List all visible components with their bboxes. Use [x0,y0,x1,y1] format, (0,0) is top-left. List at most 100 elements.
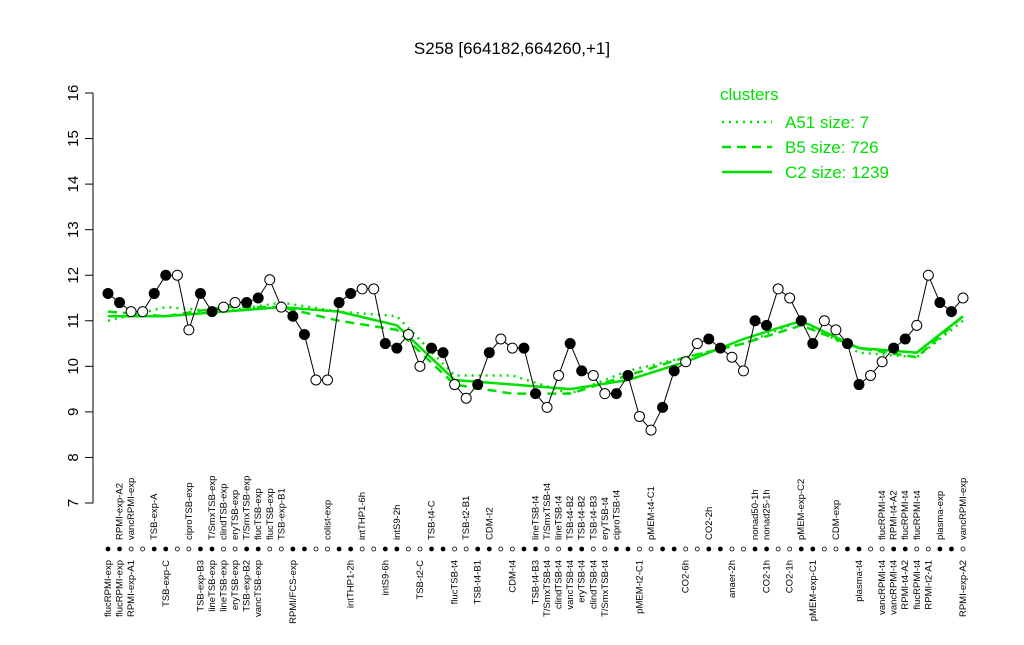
bottom-label: pMEM-t2-C1 [634,560,645,614]
strip-dot [232,546,238,552]
data-point [668,365,680,377]
strip-dot [590,546,596,552]
strip-dot [694,546,700,552]
top-label: ciproTSB-t4 [611,490,622,540]
strip-dot [221,546,226,552]
data-point [460,392,472,404]
data-point [807,338,819,350]
data-point [495,333,507,345]
strip-dot [209,546,215,552]
data-point [310,374,322,386]
bottom-label: T/SmxTSB-t4 [600,560,611,617]
strip-dot [544,546,550,552]
data-point [610,388,622,400]
strip-dot [198,546,203,552]
y-tick-label: 8 [65,453,82,461]
top-label: vancRPMI-exp [958,478,969,540]
data-point [957,292,969,304]
data-point [703,333,715,345]
data-point [426,342,438,354]
legend-title: clusters [720,85,779,104]
strip-dot [613,546,619,552]
y-tick-label: 15 [65,130,82,147]
strip-dot [348,546,354,552]
top-label: TSB-t4-C [427,500,438,540]
y-tick-label: 12 [65,267,82,284]
strip-dot [533,546,538,552]
data-point [737,365,749,377]
data-point [194,287,206,299]
data-point [402,328,414,340]
strip-dot [764,546,769,552]
strip-dot [706,546,712,552]
bottom-label: clindTSB-t4 [588,560,599,609]
top-label: intS9-2h [392,505,403,540]
data-point [229,297,241,309]
data-point [137,306,149,318]
strip-dot [186,546,192,552]
data-point [761,319,773,331]
strip-dot [463,546,469,552]
data-point [368,283,380,295]
strip-dot [163,546,169,552]
strip-dot [486,546,492,552]
top-label: TSB-t4-B2 [577,496,588,540]
data-point [633,410,645,422]
strip-dot [741,546,746,552]
bottom-label: RPMI-exp-A2 [958,560,969,617]
strip-dot [925,546,931,552]
data-point [218,301,230,313]
data-point [772,283,784,295]
strip-dot [452,546,458,552]
bottom-label: anaer-2h [727,560,738,598]
top-label: T/SmxTSB-exp [207,476,218,540]
strip-dot [429,546,434,552]
y-tick-label: 14 [65,176,82,193]
strip-dot [868,546,873,552]
data-point [345,287,357,299]
strip-dot [302,546,307,552]
strip-dot [579,546,585,552]
strip-dot [833,546,839,552]
legend-label: A51 size: 7 [785,113,869,132]
data-point [691,338,703,350]
data-point [888,342,900,354]
strip-dot [128,546,134,552]
top-label: CDM-t2 [484,507,495,540]
y-tick-label: 10 [65,358,82,375]
bottom-label: flucTSB-t4 [450,560,461,604]
data-point [865,369,877,381]
strip-dot [879,546,885,552]
data-point [784,292,796,304]
top-label: flucRPMI-t4 [912,490,923,540]
bottom-label: TSB-exp-B2 [242,560,253,612]
data-point [391,342,403,354]
bottom-label: RPMI/FCS-exp [288,560,299,624]
y-tick-label: 9 [65,408,82,416]
bottom-label: lineTSB-exp [219,560,230,612]
strip-dot [717,546,723,552]
top-label: flucRPMI-t4 [877,490,888,540]
data-point [657,401,669,413]
top-label: vancRPMI-exp [126,478,137,540]
strip-dot [290,546,296,552]
strip-dot [729,546,735,552]
top-label: clindTSB-exp [219,484,230,541]
chart-title: S258 [664182,664260,+1] [414,39,610,58]
strip-dot [255,546,261,552]
data-point [576,365,588,377]
data-point [252,292,264,304]
data-point [830,324,842,336]
data-point [275,301,287,313]
data-point [449,379,461,391]
data-point [714,342,726,354]
bottom-label: TSB-t4-B1 [473,560,484,604]
y-tick-label: 13 [65,221,82,238]
bottom-label: TSB-exp-B3 [195,560,206,612]
top-label: CO2-2h [704,507,715,540]
strip-dot [602,546,608,552]
strip-dot [752,546,758,552]
data-point [899,333,911,345]
top-label: RPMI-exp-A2 [115,483,126,540]
